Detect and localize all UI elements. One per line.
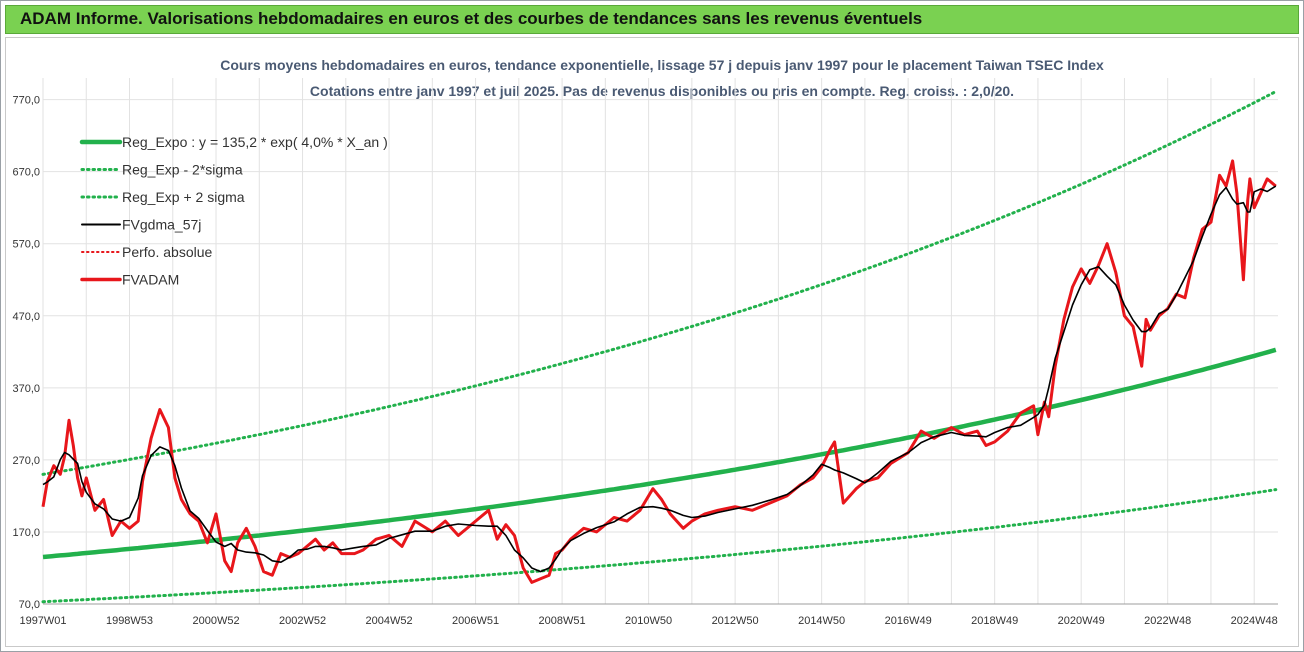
x-tick-label: 2014W50 — [798, 615, 845, 627]
chart-subtitle: Cotations entre janv 1997 et juil 2025. … — [310, 83, 1014, 99]
legend-label: Reg_Expo : y = 135,2 * exp( 4,0% * X_an … — [122, 134, 388, 150]
y-tick-label: 170,0 — [12, 527, 40, 539]
legend-label: FVgdma_57j — [122, 217, 201, 233]
x-tick-label: 2018W49 — [971, 615, 1018, 627]
x-tick-label: 2002W52 — [279, 615, 326, 627]
x-tick-label: 2016W49 — [885, 615, 932, 627]
chart-title: Cours moyens hebdomadaires en euros, ten… — [220, 57, 1104, 73]
x-tick-label: 2020W49 — [1058, 615, 1105, 627]
x-tick-label: 1998W53 — [106, 615, 153, 627]
y-tick-label: 70,0 — [19, 599, 40, 611]
series-reg-exp-plus-2sigma — [41, 90, 1278, 476]
x-tick-label: 2006W51 — [452, 615, 499, 627]
x-tick-label: 2012W50 — [712, 615, 759, 627]
legend-label: Reg_Exp + 2 sigma — [122, 189, 245, 205]
x-tick-label: 1997W01 — [19, 615, 66, 627]
y-tick-label: 270,0 — [12, 455, 40, 467]
x-tick-label: 2010W50 — [625, 615, 672, 627]
x-tick-label: 2022W48 — [1144, 615, 1191, 627]
y-tick-label: 670,0 — [12, 167, 40, 179]
series-reg-expo — [42, 347, 1277, 560]
x-tick-label: 2004W52 — [366, 615, 413, 627]
y-tick-label: 770,0 — [12, 95, 40, 107]
legend: Reg_Expo : y = 135,2 * exp( 4,0% * X_an … — [79, 134, 388, 288]
series-fvgdma-57j — [42, 185, 1277, 573]
legend-label: FVADAM — [122, 272, 179, 288]
series-fvadam — [41, 159, 1277, 584]
chart-area: Cours moyens hebdomadaires en euros, ten… — [5, 37, 1299, 647]
header-banner: ADAM Informe. Valorisations hebdomadaire… — [5, 5, 1299, 34]
axis-layer: 70,0 170,0 270,0 370,0 470,0 570,0 670,0 770,0 1… — [12, 95, 1278, 627]
line-chart: Cours moyens hebdomadaires en euros, ten… — [12, 57, 1278, 627]
y-tick-label: 470,0 — [12, 311, 40, 323]
header-title: ADAM Informe. Valorisations hebdomadaire… — [20, 9, 923, 28]
grid-layer — [42, 78, 1278, 605]
y-tick-label: 570,0 — [12, 239, 40, 251]
legend-label: Perfo. absolue — [122, 244, 212, 260]
series-reg-exp-minus-2sigma — [41, 488, 1278, 604]
x-tick-label: 2024W48 — [1231, 615, 1278, 627]
x-tick-label: 2000W52 — [192, 615, 239, 627]
y-tick-label: 370,0 — [12, 383, 40, 395]
series-layer — [41, 90, 1278, 604]
legend-label: Reg_Exp - 2*sigma — [122, 162, 243, 178]
x-tick-label: 2008W51 — [539, 615, 586, 627]
